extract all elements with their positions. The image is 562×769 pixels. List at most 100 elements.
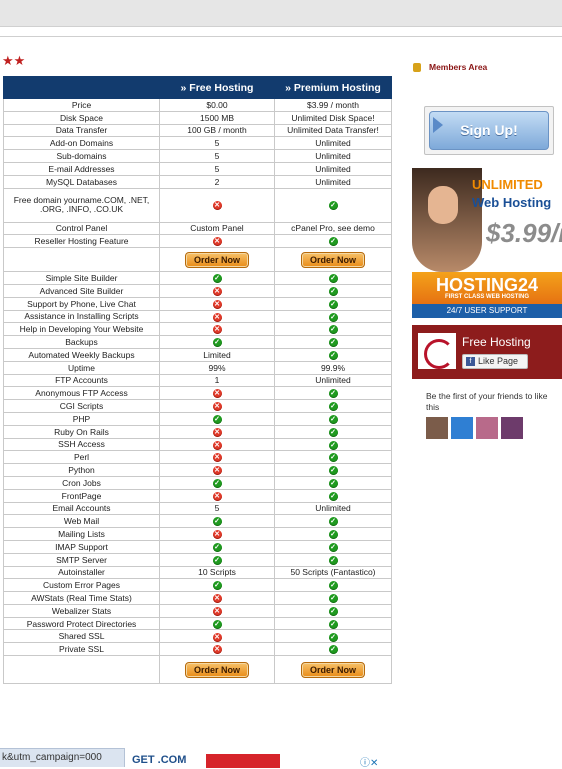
free-value: 10 Scripts [198, 567, 236, 578]
cross-icon: ✕ [212, 491, 222, 501]
premium-cell: ✓ [274, 514, 392, 529]
feature-label: Webalizer Stats [3, 603, 160, 618]
cross-icon: ✕ [212, 594, 222, 604]
premium-cell: cPanel Pro, see demo [274, 221, 392, 236]
feature-label: SSH Access [3, 437, 160, 452]
table-row: Private SSL ✕ ✓ [3, 642, 392, 657]
premium-cell: ✓ [274, 629, 392, 644]
free-cell: 100 GB / month [159, 123, 275, 138]
premium-cell: ✓ [274, 234, 392, 249]
avatar[interactable] [476, 417, 498, 439]
table-row: Sub-domains 5 Unlimited [3, 149, 392, 163]
page-logo-icon [418, 333, 456, 369]
free-cell: ✕ [159, 386, 275, 401]
feature-label: Advanced Site Builder [3, 283, 160, 298]
premium-value: Unlimited [315, 138, 351, 149]
ad-close-icon[interactable]: ⓘ✕ [360, 758, 379, 769]
free-order-cell: Order Now [159, 655, 275, 685]
premium-cell: ✓ [274, 475, 392, 490]
premium-cell: ✓ [274, 271, 392, 285]
check-icon: ✓ [328, 286, 338, 296]
avatar[interactable] [426, 417, 448, 439]
fb-page-name[interactable]: Free Hosting [462, 335, 531, 349]
ad-brand: HOSTING24 FIRST CLASS WEB HOSTING [412, 272, 562, 304]
feature-label: Sub-domains [3, 149, 160, 163]
check-icon: ✓ [328, 274, 338, 284]
premium-cell: ✓ [274, 296, 392, 311]
check-icon: ✓ [328, 325, 338, 335]
cross-icon: ✕ [212, 299, 222, 309]
sign-up-button[interactable]: Sign Up! [424, 106, 554, 155]
check-icon: ✓ [212, 619, 222, 629]
table-row: Mailing Lists ✕ ✓ [3, 527, 392, 541]
divider [0, 36, 562, 37]
order-now-button-free[interactable]: Order Now [185, 251, 249, 268]
check-icon: ✓ [328, 555, 338, 565]
table-row: Price $0.00 $3.99 / month [3, 98, 392, 112]
bottom-ad[interactable]: GET .COM ⓘ✕ [132, 754, 382, 769]
premium-cell: Unlimited [274, 161, 392, 176]
check-icon: ✓ [328, 491, 338, 501]
free-value: 5 [214, 151, 220, 162]
free-cell: 1500 MB [159, 110, 275, 125]
order-now-button-premium[interactable]: Order Now [301, 251, 365, 268]
premium-cell: Unlimited [274, 136, 392, 151]
ad-brand-sub: FIRST CLASS WEB HOSTING [445, 294, 529, 300]
free-value: Limited [203, 349, 231, 360]
avatar[interactable] [451, 417, 473, 439]
order-row-empty [3, 247, 160, 273]
cross-icon: ✕ [212, 312, 222, 322]
ad-unlimited: UNLIMITED [472, 177, 543, 192]
free-cell: ✕ [159, 591, 275, 605]
table-row: Free domain yourname.COM, .NET, .ORG, .I… [3, 187, 392, 223]
members-area-label[interactable]: Members Area [429, 62, 488, 72]
check-icon: ✓ [328, 299, 338, 309]
fb-friends-text: Be the first of your friends to like thi… [426, 391, 548, 412]
premium-cell: ✓ [274, 488, 392, 503]
free-cell: ✕ [159, 309, 275, 324]
premium-cell: ✓ [274, 578, 392, 593]
order-now-button-premium[interactable]: Order Now [301, 661, 365, 678]
premium-cell: ✓ [274, 399, 392, 413]
table-row: Add-on Domains 5 Unlimited [3, 136, 392, 151]
free-cell: ✕ [159, 424, 275, 439]
feature-label: Shared SSL [3, 629, 160, 644]
members-area-link[interactable]: Members Area [413, 62, 488, 73]
hosting24-ad-banner[interactable]: UNLIMITED Web Hosting $3.99/mo HOSTING24… [412, 168, 562, 318]
sign-up-label[interactable]: Sign Up! [429, 111, 549, 150]
status-url: k&utm_campaign=000 [0, 748, 125, 767]
premium-value: cPanel Pro, see demo [291, 223, 375, 234]
premium-cell: Unlimited [274, 501, 392, 516]
check-icon: ✓ [328, 542, 338, 552]
free-cell: 5 [159, 501, 275, 516]
premium-value: 99.9% [320, 362, 346, 373]
like-page-button[interactable]: f Like Page [462, 354, 528, 369]
feature-label: Help in Developing Your Website [3, 322, 160, 337]
decorative-stars: ★★ [2, 53, 26, 68]
free-cell: ✓ [159, 271, 275, 285]
premium-value: 50 Scripts (Fantastico) [290, 567, 376, 578]
premium-cell: 50 Scripts (Fantastico) [274, 565, 392, 580]
cross-icon: ✕ [212, 286, 222, 296]
friend-avatars [426, 417, 526, 441]
table-row: MySQL Databases 2 Unlimited [3, 174, 392, 189]
feature-label: MySQL Databases [3, 174, 160, 189]
cross-icon: ✕ [212, 645, 222, 655]
free-cell: 99% [159, 360, 275, 375]
feature-label: AWStats (Real Time Stats) [3, 591, 160, 605]
feature-label: Ruby On Rails [3, 424, 160, 439]
table-row: Ruby On Rails ✕ ✓ [3, 424, 392, 439]
order-now-button-free[interactable]: Order Now [185, 661, 249, 678]
avatar[interactable] [501, 417, 523, 439]
face-image [428, 186, 458, 224]
table-row: Advanced Site Builder ✕ ✓ [3, 283, 392, 298]
check-icon: ✓ [328, 581, 338, 591]
check-icon: ✓ [328, 645, 338, 655]
feature-label: Autoinstaller [3, 565, 160, 580]
premium-value: Unlimited [315, 151, 351, 162]
facebook-page-box: Free Hosting f Like Page [412, 325, 562, 379]
table-row: Webalizer Stats ✕ ✓ [3, 603, 392, 618]
premium-cell: ✓ [274, 552, 392, 567]
premium-cell: Unlimited [274, 149, 392, 163]
table-row: Assistance in Installing Scripts ✕ ✓ [3, 309, 392, 324]
